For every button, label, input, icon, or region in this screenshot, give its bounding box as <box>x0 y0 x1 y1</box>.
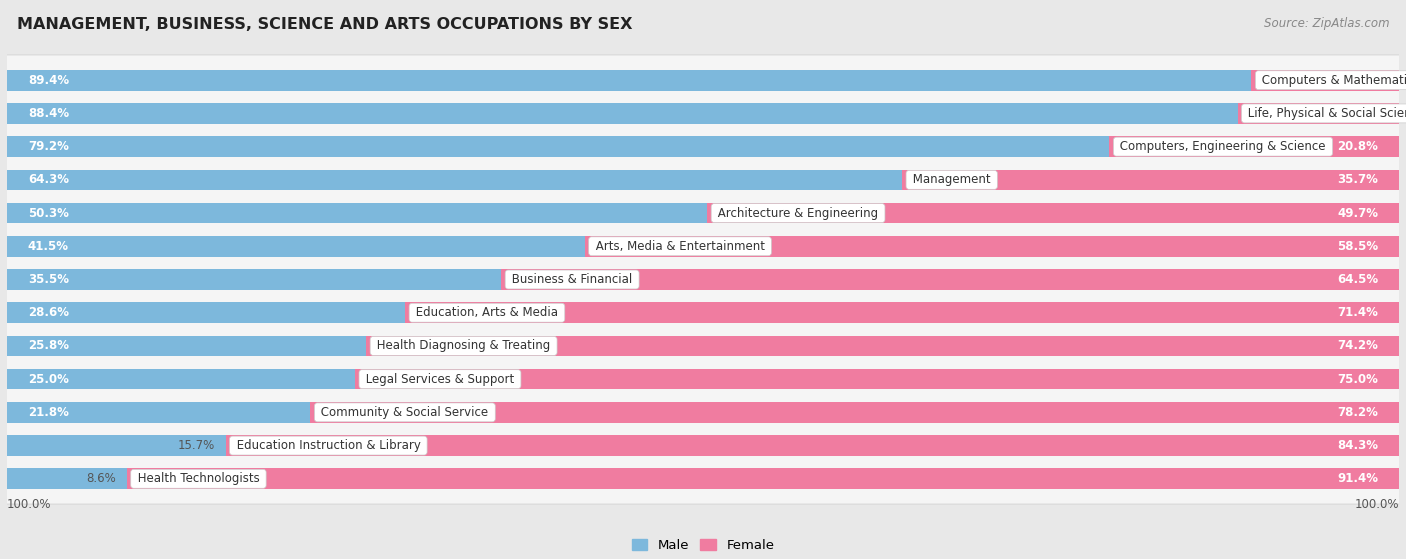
Text: Computers, Engineering & Science: Computers, Engineering & Science <box>1116 140 1330 153</box>
Bar <box>7 402 311 423</box>
Text: MANAGEMENT, BUSINESS, SCIENCE AND ARTS OCCUPATIONS BY SEX: MANAGEMENT, BUSINESS, SCIENCE AND ARTS O… <box>17 17 633 32</box>
Text: 50.3%: 50.3% <box>28 207 69 220</box>
Bar <box>7 269 501 290</box>
Bar <box>405 302 1399 323</box>
FancyBboxPatch shape <box>0 453 1406 504</box>
Bar <box>501 269 1399 290</box>
Text: 21.8%: 21.8% <box>28 406 69 419</box>
Text: 64.5%: 64.5% <box>1337 273 1378 286</box>
Text: 100.0%: 100.0% <box>1354 498 1399 511</box>
Bar <box>7 169 903 190</box>
Text: 100.0%: 100.0% <box>7 498 52 511</box>
Text: 74.2%: 74.2% <box>1337 339 1378 352</box>
Text: 84.3%: 84.3% <box>1337 439 1378 452</box>
FancyBboxPatch shape <box>0 88 1406 139</box>
Text: Health Diagnosing & Treating: Health Diagnosing & Treating <box>373 339 554 352</box>
Bar <box>1251 70 1399 91</box>
Bar <box>127 468 1399 489</box>
FancyBboxPatch shape <box>0 354 1406 404</box>
Text: 28.6%: 28.6% <box>28 306 69 319</box>
Text: 79.2%: 79.2% <box>28 140 69 153</box>
Bar <box>7 302 405 323</box>
Text: Computers & Mathematics: Computers & Mathematics <box>1258 74 1406 87</box>
Bar <box>7 103 1237 124</box>
Text: 20.8%: 20.8% <box>1337 140 1378 153</box>
Bar <box>225 435 1399 456</box>
Legend: Male, Female: Male, Female <box>626 533 780 557</box>
Text: 75.0%: 75.0% <box>1337 373 1378 386</box>
Bar <box>7 468 127 489</box>
Text: 58.5%: 58.5% <box>1337 240 1378 253</box>
Text: 78.2%: 78.2% <box>1337 406 1378 419</box>
Bar <box>7 236 585 257</box>
FancyBboxPatch shape <box>0 420 1406 471</box>
FancyBboxPatch shape <box>0 387 1406 438</box>
Text: 49.7%: 49.7% <box>1337 207 1378 220</box>
Bar <box>7 70 1251 91</box>
Text: Business & Financial: Business & Financial <box>508 273 636 286</box>
Text: Arts, Media & Entertainment: Arts, Media & Entertainment <box>592 240 769 253</box>
Bar <box>7 335 366 356</box>
FancyBboxPatch shape <box>0 188 1406 238</box>
Text: 35.7%: 35.7% <box>1337 173 1378 186</box>
Text: Health Technologists: Health Technologists <box>134 472 263 485</box>
FancyBboxPatch shape <box>0 221 1406 272</box>
FancyBboxPatch shape <box>0 55 1406 106</box>
Bar <box>7 369 354 390</box>
FancyBboxPatch shape <box>0 155 1406 205</box>
Bar <box>585 236 1399 257</box>
FancyBboxPatch shape <box>0 254 1406 305</box>
FancyBboxPatch shape <box>0 287 1406 338</box>
Bar <box>903 169 1399 190</box>
Text: 64.3%: 64.3% <box>28 173 69 186</box>
Text: 10.6%: 10.6% <box>1263 74 1299 87</box>
Text: 91.4%: 91.4% <box>1337 472 1378 485</box>
Text: Management: Management <box>910 173 994 186</box>
Text: Source: ZipAtlas.com: Source: ZipAtlas.com <box>1264 17 1389 30</box>
Bar <box>354 369 1399 390</box>
Text: Education, Arts & Media: Education, Arts & Media <box>412 306 562 319</box>
Text: Education Instruction & Library: Education Instruction & Library <box>232 439 425 452</box>
Text: 11.6%: 11.6% <box>1249 107 1286 120</box>
Bar <box>7 435 225 456</box>
Text: Community & Social Service: Community & Social Service <box>318 406 492 419</box>
Bar <box>1237 103 1399 124</box>
Text: 25.8%: 25.8% <box>28 339 69 352</box>
Text: 15.7%: 15.7% <box>177 439 215 452</box>
Bar <box>707 203 1399 224</box>
Bar <box>7 136 1109 157</box>
Text: 88.4%: 88.4% <box>28 107 69 120</box>
Text: 71.4%: 71.4% <box>1337 306 1378 319</box>
Text: 8.6%: 8.6% <box>86 472 115 485</box>
Text: Architecture & Engineering: Architecture & Engineering <box>714 207 882 220</box>
Bar <box>7 203 707 224</box>
Text: 41.5%: 41.5% <box>28 240 69 253</box>
Text: 89.4%: 89.4% <box>28 74 69 87</box>
FancyBboxPatch shape <box>0 321 1406 371</box>
Text: Legal Services & Support: Legal Services & Support <box>361 373 517 386</box>
FancyBboxPatch shape <box>0 121 1406 172</box>
Bar <box>366 335 1399 356</box>
Text: 25.0%: 25.0% <box>28 373 69 386</box>
Text: Life, Physical & Social Science: Life, Physical & Social Science <box>1244 107 1406 120</box>
Text: 35.5%: 35.5% <box>28 273 69 286</box>
Bar <box>311 402 1399 423</box>
Bar <box>1109 136 1399 157</box>
